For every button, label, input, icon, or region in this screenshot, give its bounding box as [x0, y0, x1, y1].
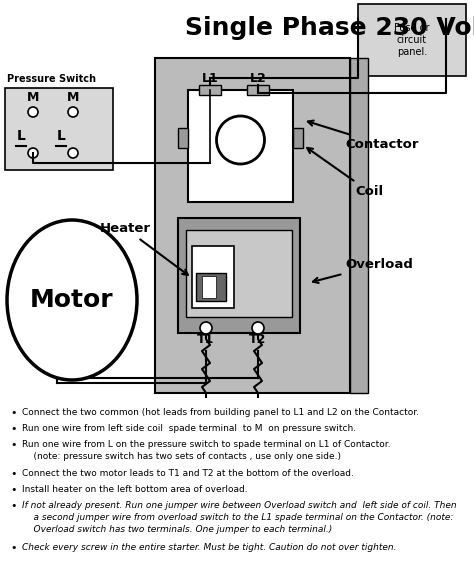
- Text: L: L: [17, 129, 26, 143]
- Text: Connect the two motor leads to T1 and T2 at the bottom of the overload.: Connect the two motor leads to T1 and T2…: [22, 469, 354, 478]
- Bar: [5, 88, 113, 170]
- Bar: [178, 128, 188, 148]
- Bar: [178, 218, 300, 333]
- Text: Check every screw in the entire starter. Must be tight. Caution do not over tigh: Check every screw in the entire starter.…: [22, 543, 396, 552]
- Bar: [247, 85, 269, 95]
- Circle shape: [200, 322, 212, 334]
- Ellipse shape: [7, 220, 137, 380]
- Text: Contactor: Contactor: [308, 120, 419, 151]
- Text: If not already present. Run one jumper wire between Overload switch and  left si: If not already present. Run one jumper w…: [22, 501, 456, 533]
- Text: Single Phase 230 Volt.: Single Phase 230 Volt.: [185, 16, 474, 40]
- Circle shape: [68, 107, 78, 117]
- Bar: [155, 58, 350, 393]
- Circle shape: [217, 116, 264, 164]
- Text: •: •: [10, 408, 17, 418]
- Bar: [192, 246, 234, 308]
- Text: Coil: Coil: [307, 148, 383, 198]
- Text: M: M: [67, 91, 79, 104]
- Circle shape: [28, 107, 38, 117]
- Text: Run one wire from L on the pressure switch to spade terminal on L1 of Contactor.: Run one wire from L on the pressure swit…: [22, 440, 391, 461]
- Text: •: •: [10, 485, 17, 495]
- Text: T1: T1: [197, 333, 215, 346]
- Text: L1: L1: [201, 72, 219, 85]
- Text: •: •: [10, 543, 17, 553]
- Text: Connect the two common (hot leads from building panel to L1 and L2 on the Contac: Connect the two common (hot leads from b…: [22, 408, 419, 417]
- Bar: [358, 4, 466, 76]
- Text: L2: L2: [250, 72, 266, 85]
- Bar: [188, 90, 293, 202]
- Bar: [202, 276, 216, 298]
- Circle shape: [252, 322, 264, 334]
- Text: Run one wire from left side coil  spade terminal  to M  on pressure switch.: Run one wire from left side coil spade t…: [22, 424, 356, 433]
- Text: Heater: Heater: [100, 222, 188, 275]
- Text: M: M: [27, 91, 39, 104]
- Circle shape: [28, 148, 38, 158]
- Text: Motor: Motor: [30, 288, 114, 312]
- Bar: [186, 230, 292, 317]
- Bar: [350, 58, 368, 393]
- Circle shape: [68, 148, 78, 158]
- Bar: [196, 273, 226, 301]
- Text: Fuse or
circuit
panel.: Fuse or circuit panel.: [394, 24, 430, 56]
- Text: T2: T2: [249, 333, 267, 346]
- Text: •: •: [10, 424, 17, 434]
- Bar: [199, 85, 221, 95]
- Text: •: •: [10, 440, 17, 450]
- Text: Pressure Switch: Pressure Switch: [7, 74, 96, 84]
- Text: Overload: Overload: [313, 258, 413, 283]
- Text: Install heater on the left bottom area of overload.: Install heater on the left bottom area o…: [22, 485, 247, 494]
- Text: •: •: [10, 501, 17, 511]
- Text: L: L: [56, 129, 65, 143]
- Bar: [293, 128, 303, 148]
- Text: •: •: [10, 469, 17, 479]
